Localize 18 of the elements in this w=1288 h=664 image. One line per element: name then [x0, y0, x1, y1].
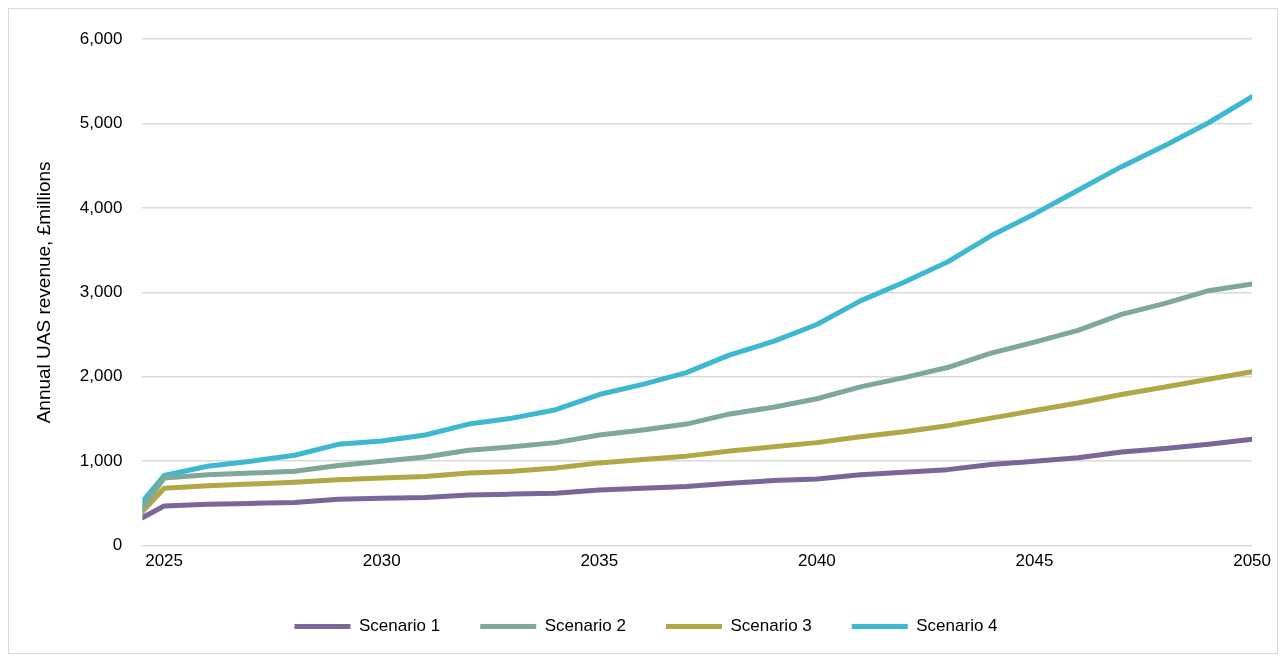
legend-label: Scenario 3 — [730, 616, 812, 636]
y-tick-label: 1,000 — [79, 450, 123, 470]
legend-label: Scenario 4 — [916, 616, 998, 636]
y-tick-label: 5,000 — [79, 113, 123, 133]
y-tick-label: 3,000 — [79, 282, 123, 302]
x-tick-label: 2030 — [362, 551, 401, 571]
y-tick-label: 0 — [112, 535, 123, 555]
x-tick-label: 2040 — [797, 551, 836, 571]
x-tick-label: 2045 — [1015, 551, 1054, 571]
y-tick-label: 6,000 — [79, 28, 123, 48]
x-tick-label: 2035 — [580, 551, 619, 571]
legend-label: Scenario 1 — [358, 616, 441, 636]
x-tick-label: 2025 — [145, 551, 184, 571]
y-axis-title: Annual UAS revenue, £millions — [32, 161, 54, 424]
x-tick-label: 2050 — [1233, 551, 1271, 571]
y-tick-label: 4,000 — [79, 197, 123, 217]
legend-label: Scenario 2 — [544, 616, 627, 636]
y-tick-label: 2,000 — [79, 366, 123, 386]
